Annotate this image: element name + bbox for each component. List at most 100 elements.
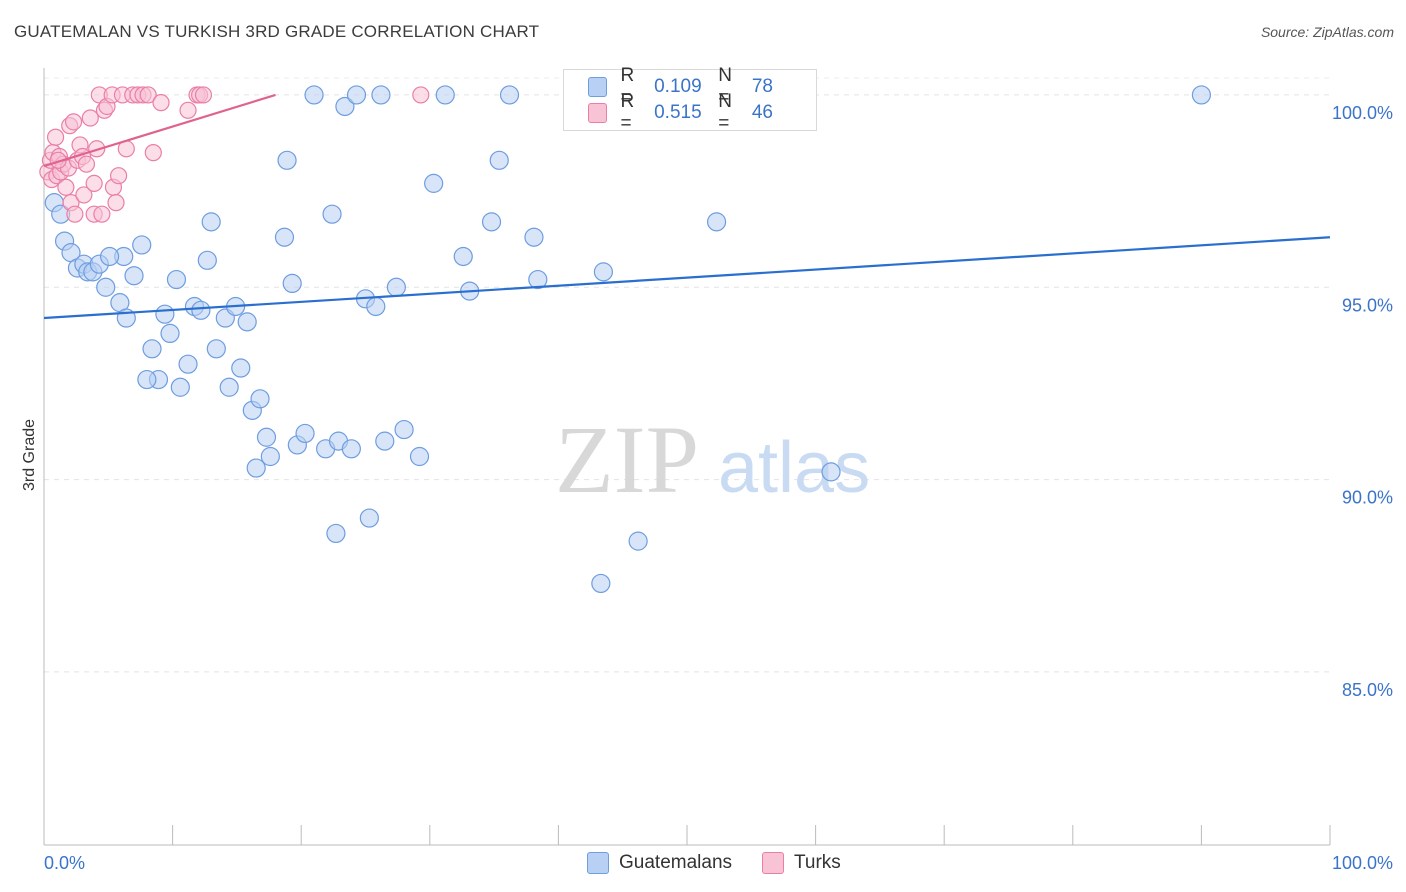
bottom-legend-label-guatemalans: Guatemalans	[619, 852, 733, 873]
guatemalan-point	[341, 439, 361, 459]
guatemalan-point	[197, 250, 217, 270]
x-tick-label: 0.0%	[44, 853, 85, 873]
turk-point	[46, 128, 65, 146]
guatemalan-point	[371, 85, 391, 105]
guatemalan-point	[137, 369, 157, 390]
y-tick-label: 90.0%	[1342, 488, 1393, 508]
guatemalan-point	[524, 227, 544, 247]
guatemalan-point	[155, 304, 175, 324]
bottom-legend-turks: Turks	[762, 852, 841, 874]
turk-point	[64, 113, 83, 131]
legend-r-label: R =	[620, 65, 635, 108]
legend-r-label: R =	[620, 91, 635, 134]
guatemalan-point	[256, 427, 277, 447]
guatemalan-point	[409, 446, 430, 467]
guatemalan-point	[591, 573, 611, 594]
guatemalan-point	[295, 423, 315, 444]
y-tick-label: 85.0%	[1342, 680, 1393, 700]
watermark-zip: ZIP	[555, 406, 699, 513]
turk-point	[144, 144, 162, 162]
guatemalan-point	[178, 354, 198, 374]
turk-point	[412, 86, 430, 104]
guatemalan-point	[628, 531, 648, 551]
guatemalan-point	[237, 312, 257, 332]
guatemalan-point	[394, 419, 414, 440]
guatemalan-point	[322, 204, 342, 224]
legend-n-label: N =	[718, 65, 732, 108]
guatemalan-point	[706, 212, 727, 232]
legend-swatch-blue	[588, 77, 607, 97]
guatemalan-point	[201, 212, 221, 232]
guatemalan-point	[481, 212, 502, 232]
guatemalan-point	[124, 266, 144, 286]
guatemalan-point	[96, 277, 116, 297]
legend-r-value: 0.109	[654, 76, 702, 97]
turk-point	[81, 109, 99, 127]
x-tick-label: 100.0%	[1332, 853, 1393, 873]
legend-r-value: 0.515	[654, 102, 702, 123]
legend-n-label: N =	[718, 91, 732, 134]
guatemalan-point	[250, 389, 270, 409]
guatemalan-point	[489, 150, 509, 170]
guatemalan-point	[1191, 85, 1212, 105]
turk-point	[57, 178, 75, 196]
guatemalan-point	[359, 508, 379, 528]
guatemalan-point	[231, 358, 251, 378]
y-axis-label: 3rd Grade	[21, 419, 38, 491]
guatemalan-point	[499, 85, 520, 105]
legend-row-guatemalans: R = 0.109 N = 78	[588, 65, 816, 108]
turk-point	[179, 101, 197, 119]
guatemalan-point	[132, 235, 152, 255]
turk-point	[107, 194, 125, 212]
guatemalan-point	[335, 96, 355, 117]
guatemalan-point	[346, 85, 367, 105]
bottom-legend-swatch-pink	[762, 852, 785, 874]
guatemalan-point	[435, 85, 455, 105]
guatemalan-point	[191, 300, 211, 320]
tick-labels: 100.0% 95.0% 90.0% 85.0% 0.0% 100.0%	[44, 103, 1393, 873]
guatemalan-point	[160, 323, 180, 344]
guatemalan-point	[528, 269, 548, 290]
guatemalan-point	[821, 462, 841, 482]
turk-point	[75, 186, 93, 204]
legend-swatch-pink	[588, 103, 607, 123]
turk-point	[85, 174, 103, 192]
guatemalan-point	[277, 150, 297, 170]
legend-n-value: 78	[751, 76, 773, 97]
guatemalan-point	[282, 273, 302, 294]
guatemalan-point	[274, 227, 295, 247]
guatemalan-point	[260, 446, 280, 467]
guatemalan-point	[366, 296, 386, 317]
guatemalan-point	[170, 377, 190, 397]
axes	[43, 68, 1331, 846]
source-label: Source: ZipAtlas.com	[1260, 24, 1394, 40]
guatemalan-point	[424, 173, 444, 193]
guatemalan-point	[166, 269, 187, 290]
turk-point	[93, 205, 111, 223]
guatemalan-point	[593, 262, 614, 282]
guatemalan-point	[304, 85, 324, 105]
trend-lines	[43, 93, 1331, 320]
y-tick-label: 95.0%	[1342, 295, 1393, 315]
y-tick-label: 100.0%	[1332, 103, 1393, 123]
legend-n-value: 46	[751, 102, 773, 123]
bottom-legend-swatch-blue	[587, 852, 609, 874]
bottom-legend-label-turks: Turks	[794, 852, 841, 873]
turk-point	[194, 86, 213, 104]
bottom-legend: Guatemalans Turks	[587, 852, 871, 874]
guatemalan-point	[99, 246, 120, 267]
guatemalan-point	[375, 431, 395, 451]
legend-box: R = 0.109 N = 78 R = 0.515 N = 46	[563, 65, 817, 134]
turk-point	[139, 86, 157, 104]
guatemalan-point	[453, 246, 473, 267]
turk-point	[152, 94, 170, 112]
legend-row-turks: R = 0.515 N = 46	[588, 91, 816, 134]
turk-point	[109, 167, 128, 185]
guatemalan-point	[142, 339, 162, 359]
bottom-legend-guatemalans: Guatemalans	[587, 852, 732, 874]
guatemalan-point	[246, 458, 266, 478]
guatemalan-point	[386, 277, 406, 297]
watermark-atlas: atlas	[718, 428, 870, 508]
turk-trend-line	[43, 93, 276, 168]
chart-title: GUATEMALAN VS TURKISH 3RD GRADE CORRELAT…	[14, 22, 540, 41]
